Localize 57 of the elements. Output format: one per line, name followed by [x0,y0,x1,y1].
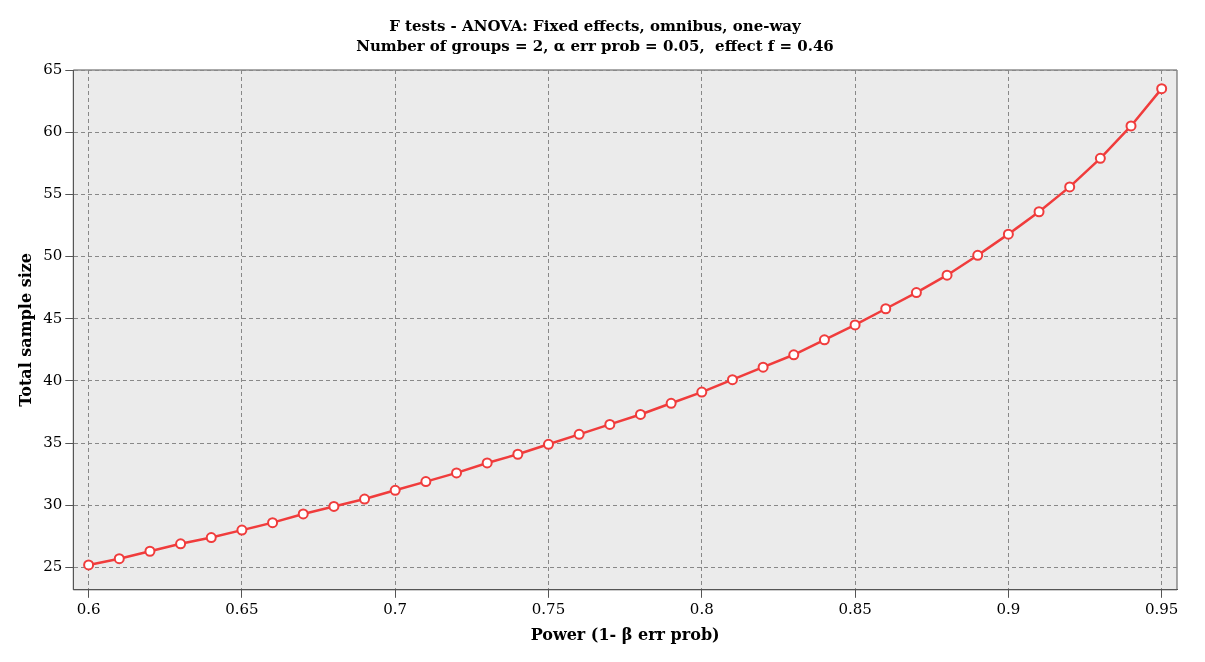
x-tick-label: 0.85 [838,599,872,618]
point [144,545,156,557]
chart-subtitle: Number of groups = 2, α err prob = 0.05, effect f = 0.46 [356,36,834,55]
y-tick-label: 50 [43,246,63,265]
point [849,319,861,331]
point [205,532,217,544]
point [481,457,493,469]
point [726,374,738,386]
y-tick-label: 65 [43,59,63,78]
point [236,524,248,536]
point [634,408,646,420]
y-tick-label: 55 [43,184,63,203]
y-tick-label: 45 [43,308,63,327]
y-axis-title: Total sample size [15,252,35,407]
point [113,553,125,565]
x-axis-title: Power (1- β err prob) [530,624,720,644]
x-tick-label: 0.75 [531,599,566,618]
point [543,438,554,450]
point [1002,228,1014,240]
point [696,386,708,398]
y-tick-label: 35 [43,432,63,451]
point [389,484,401,496]
x-tick-label: 0.95 [1144,599,1179,618]
point [1156,83,1168,95]
point [359,493,371,505]
point [267,517,279,529]
point [665,397,677,409]
x-tick-label: 0.6 [76,599,101,618]
point [1033,206,1045,218]
point [175,538,187,550]
y-tick-label: 40 [43,370,63,389]
point [972,249,984,261]
point [910,287,922,299]
point [818,334,830,346]
point [420,476,432,488]
point [604,418,616,430]
point [83,559,95,571]
point [1125,120,1137,132]
x-tick-label: 0.9 [996,599,1021,618]
point [880,303,892,315]
y-tick-label: 30 [43,495,63,514]
point [757,361,769,373]
x-tick-label: 0.7 [383,599,408,618]
point [1094,152,1106,164]
point [297,508,309,520]
y-tick-label: 25 [43,557,63,576]
point [451,467,463,479]
point [788,349,800,361]
point [941,269,953,281]
y-tick-label: 60 [43,122,63,141]
x-tick-label: 0.8 [689,599,714,618]
point [1064,181,1076,193]
chart-title: F tests - ANOVA: Fixed effects, omnibus, one-way [389,16,803,35]
point [512,448,524,460]
point [573,428,585,440]
point [328,500,340,512]
x-tick-label: 0.65 [225,599,259,618]
